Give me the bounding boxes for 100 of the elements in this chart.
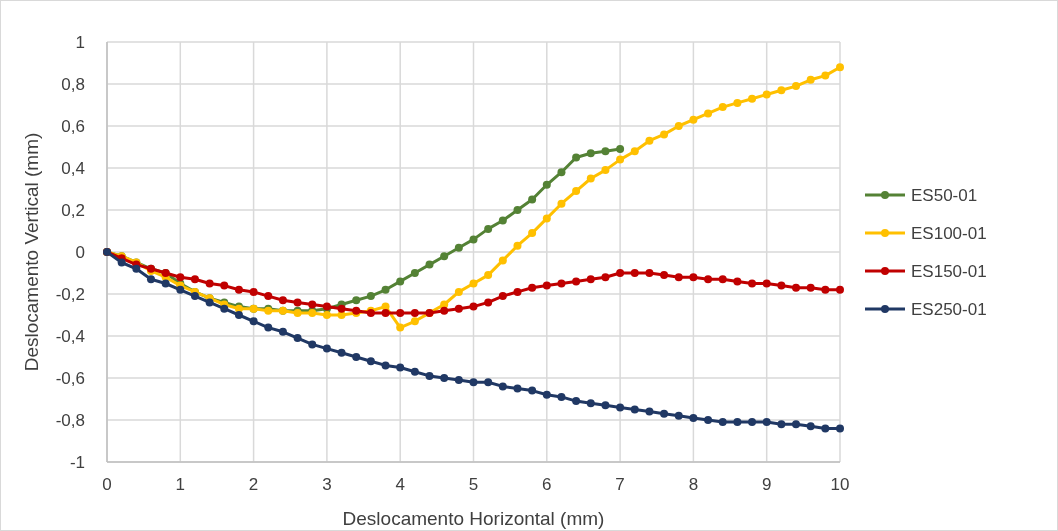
y-tick-label: 0: [75, 242, 85, 262]
point: [469, 279, 478, 288]
point: [557, 279, 566, 288]
point: [528, 195, 537, 204]
point: [645, 269, 654, 277]
y-tick-label: -0,4: [55, 326, 85, 346]
point: [630, 405, 639, 414]
point: [454, 304, 463, 313]
point: [176, 285, 185, 294]
point: [410, 367, 419, 376]
point: [176, 273, 185, 282]
x-tick-label: 8: [688, 475, 699, 494]
point: [293, 334, 302, 343]
point: [528, 386, 537, 395]
point: [557, 199, 566, 208]
point: [542, 390, 551, 399]
point: [718, 418, 727, 427]
y-tick-label: 0,2: [61, 200, 85, 220]
point: [542, 180, 551, 189]
point: [572, 397, 581, 406]
point: [308, 340, 317, 349]
point: [704, 275, 713, 284]
y-axis-title: Deslocamento Vertical (mm): [21, 132, 42, 372]
point: [381, 308, 390, 317]
point: [748, 418, 757, 427]
y-tick-label: -1: [69, 452, 85, 472]
point: [396, 323, 405, 332]
point: [557, 168, 566, 177]
point: [498, 292, 507, 301]
legend-label: ES150-01: [911, 261, 987, 281]
legend-label: ES50-01: [911, 185, 978, 205]
point: [733, 98, 742, 107]
legend-label: ES250-01: [911, 299, 987, 319]
point: [249, 317, 258, 326]
point: [337, 348, 346, 357]
point: [645, 407, 654, 416]
point: [146, 275, 155, 284]
point: [630, 147, 639, 156]
point: [366, 357, 375, 366]
point: [352, 296, 361, 305]
point: [806, 75, 815, 84]
point: [249, 287, 258, 296]
point: [674, 273, 683, 282]
point: [498, 382, 507, 391]
point: [264, 292, 273, 301]
point: [440, 306, 449, 315]
point: [836, 285, 844, 294]
point: [410, 269, 419, 277]
x-tick-label: 5: [468, 475, 479, 494]
point: [792, 283, 801, 292]
point: [821, 285, 830, 294]
point: [410, 308, 419, 317]
point: [777, 86, 786, 95]
point: [586, 149, 595, 158]
x-tick-label: 7: [615, 475, 625, 494]
point: [528, 229, 537, 238]
point: [572, 153, 581, 162]
point: [454, 287, 463, 296]
y-tick-label: 0,6: [61, 116, 85, 136]
point: [381, 285, 390, 294]
point: [132, 264, 141, 273]
y-tick-label: -0,6: [55, 368, 85, 388]
point: [836, 63, 844, 72]
point: [513, 287, 522, 296]
point: [777, 420, 786, 429]
point: [674, 122, 683, 130]
point: [484, 271, 493, 280]
point: [674, 411, 683, 420]
y-tick-label: 0,8: [61, 74, 85, 94]
y-tick-label: 1: [75, 32, 85, 52]
point: [821, 71, 830, 80]
point: [660, 409, 669, 418]
point: [528, 283, 537, 292]
point: [601, 273, 610, 282]
point: [748, 94, 757, 103]
point: [542, 214, 551, 223]
point: [601, 401, 610, 410]
point: [469, 235, 478, 244]
x-tick-label: 6: [542, 475, 552, 494]
point: [601, 147, 610, 156]
x-tick-label: 2: [248, 475, 259, 494]
x-tick-label: 3: [322, 475, 332, 494]
point: [337, 304, 346, 313]
point: [308, 300, 317, 309]
point: [762, 279, 771, 288]
point: [616, 269, 625, 277]
point: [234, 285, 243, 294]
point: [454, 243, 463, 252]
point: [660, 271, 669, 280]
point: [278, 327, 287, 336]
y-tick-label: 0,4: [61, 158, 85, 178]
point: [572, 187, 581, 196]
point: [645, 136, 654, 145]
point: [572, 277, 581, 286]
point: [586, 174, 595, 183]
point: [836, 424, 844, 433]
point: [322, 311, 331, 319]
point: [352, 353, 361, 361]
point: [616, 403, 625, 412]
point: [366, 292, 375, 301]
